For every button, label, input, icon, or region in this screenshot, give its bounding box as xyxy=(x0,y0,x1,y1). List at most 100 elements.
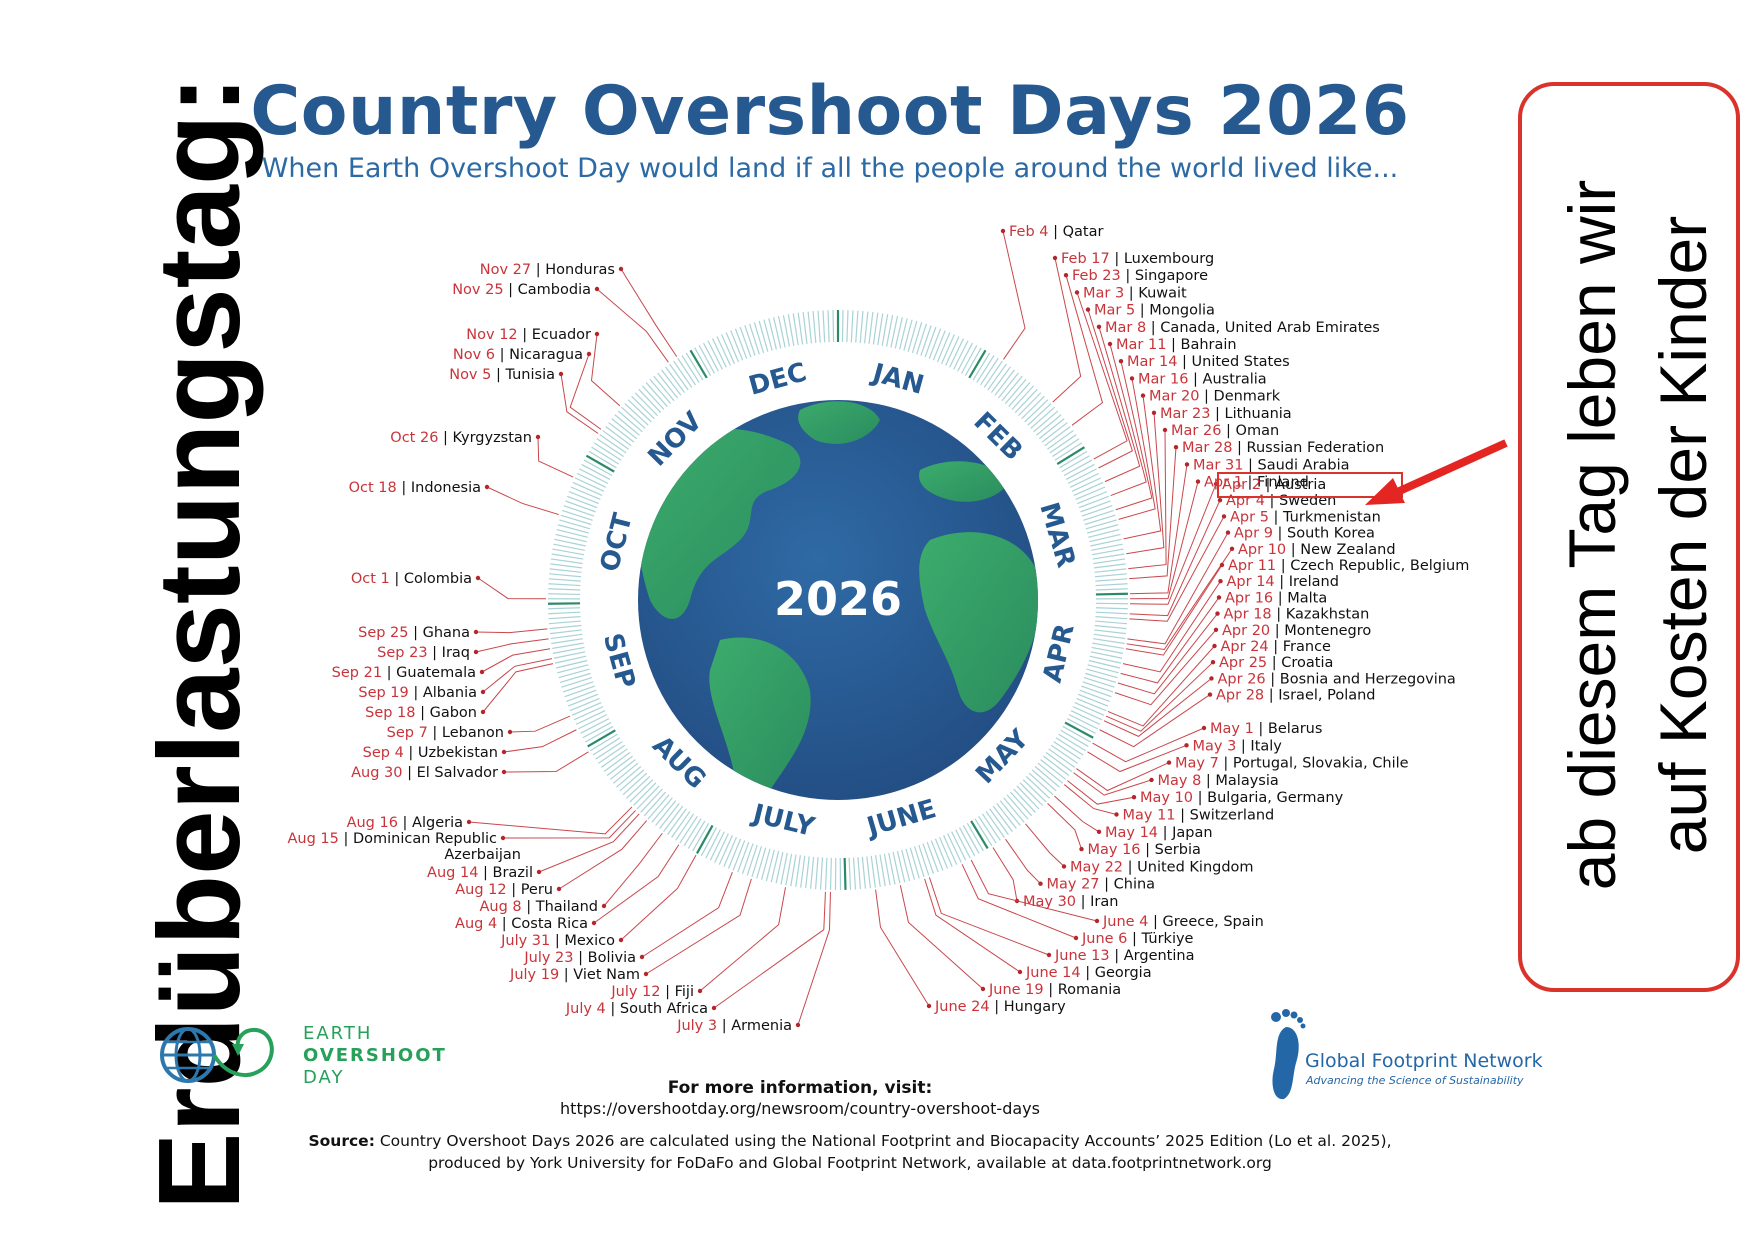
leader-dot-r19 xyxy=(1229,546,1235,551)
day-tick xyxy=(938,836,953,867)
day-tick xyxy=(570,486,601,501)
leader-dot-r5 xyxy=(1096,324,1102,329)
leader-dot-l23 xyxy=(618,937,624,943)
day-tick xyxy=(1092,638,1125,645)
day-tick xyxy=(996,803,1017,829)
day-tick xyxy=(817,310,821,343)
day-tick xyxy=(758,320,769,352)
day-tick xyxy=(916,323,927,355)
leader-l28 xyxy=(797,891,831,1026)
day-tick xyxy=(812,311,817,344)
country: | Bulgaria, Germany xyxy=(1193,790,1344,806)
right-label-34: May 11 | Switzerland xyxy=(1123,808,1275,824)
footer-url[interactable]: https://overshootday.org/newsroom/countr… xyxy=(560,1099,1040,1118)
date: Apr 14 xyxy=(1227,574,1275,590)
day-tick xyxy=(857,857,862,890)
day-tick xyxy=(689,349,708,379)
country: | Uzbekistan xyxy=(404,745,498,761)
day-tick xyxy=(687,820,706,849)
day-tick xyxy=(560,514,592,526)
leader-l27 xyxy=(713,891,826,1009)
day-tick xyxy=(885,315,894,347)
day-tick xyxy=(1061,455,1090,473)
day-tick xyxy=(627,399,652,423)
right-label-19: Apr 10 | New Zealand xyxy=(1238,542,1396,558)
date: July 3 xyxy=(676,1018,717,1034)
day-tick xyxy=(556,528,588,538)
day-tick xyxy=(1071,477,1102,492)
leader-dot-r37 xyxy=(1061,864,1067,869)
country: | Czech Republic, Belgium xyxy=(1276,558,1469,574)
day-tick xyxy=(966,822,984,852)
date: Mar 20 xyxy=(1149,389,1199,405)
leader-l25 xyxy=(645,878,752,975)
leader-r1 xyxy=(1052,257,1082,403)
country: | Peru xyxy=(507,882,553,898)
leader-r31 xyxy=(1076,762,1170,792)
day-tick xyxy=(647,794,670,820)
right-label-29: May 1 | Belarus xyxy=(1210,721,1322,737)
leader-r21 xyxy=(1122,580,1221,673)
leader-r33 xyxy=(1067,780,1135,805)
leader-dot-r33 xyxy=(1131,795,1137,800)
day-tick xyxy=(1049,434,1077,454)
date: Mar 31 xyxy=(1193,457,1243,473)
day-tick xyxy=(707,340,723,370)
date: Mar 26 xyxy=(1171,423,1221,439)
day-tick xyxy=(737,841,750,873)
day-tick xyxy=(994,369,1015,396)
date: Aug 8 xyxy=(479,899,521,915)
day-tick xyxy=(548,578,581,582)
country: Azerbaijan xyxy=(444,847,521,863)
day-tick xyxy=(714,833,729,863)
day-tick xyxy=(1095,583,1128,587)
leader-r15 xyxy=(1129,483,1217,605)
leader-r37 xyxy=(1025,823,1065,867)
date: May 11 xyxy=(1123,808,1176,824)
country: | Belarus xyxy=(1254,721,1323,737)
leader-r36 xyxy=(1047,802,1082,850)
date: Aug 14 xyxy=(427,865,478,881)
leader-dot-l20 xyxy=(556,886,562,892)
leader-r34 xyxy=(1063,784,1117,815)
day-tick xyxy=(959,827,976,857)
day-tick xyxy=(790,854,797,887)
leader-r45 xyxy=(875,889,930,1007)
day-tick xyxy=(641,385,665,410)
right-label-3: Mar 3 | Kuwait xyxy=(1083,285,1187,301)
leader-dot-r6 xyxy=(1107,341,1113,347)
day-tick xyxy=(626,776,651,799)
day-tick xyxy=(1091,548,1124,556)
day-tick xyxy=(879,854,886,887)
right-label-25: Apr 24 | France xyxy=(1221,639,1332,655)
country: | South Africa xyxy=(606,1001,708,1017)
date: May 3 xyxy=(1193,738,1237,754)
day-tick xyxy=(588,450,617,469)
day-tick xyxy=(624,403,649,426)
day-tick xyxy=(739,326,752,358)
leader-dot-r20 xyxy=(1219,562,1225,568)
day-tick xyxy=(679,815,698,844)
country: | Turkmenistan xyxy=(1269,509,1381,525)
day-tick xyxy=(1092,553,1125,560)
leader-r6 xyxy=(1109,343,1147,497)
day-tick xyxy=(1087,664,1119,674)
date: Sep 21 xyxy=(332,665,382,681)
day-tick xyxy=(894,317,903,349)
leader-r28 xyxy=(1099,694,1211,748)
country: | Argentina xyxy=(1110,948,1195,964)
left-label-7: Oct 1 | Colombia xyxy=(351,571,472,587)
leader-r12 xyxy=(1129,447,1177,580)
date: Apr 4 xyxy=(1226,493,1265,509)
leader-r11 xyxy=(1128,429,1167,570)
day-tick xyxy=(580,718,610,734)
day-tick xyxy=(553,651,586,659)
country: | South Korea xyxy=(1273,526,1375,542)
day-tick xyxy=(1095,592,1128,596)
day-tick xyxy=(709,831,725,861)
day-tick xyxy=(574,477,605,492)
day-tick xyxy=(673,360,693,388)
day-tick xyxy=(782,315,791,347)
date: Oct 1 xyxy=(351,571,390,587)
day-tick xyxy=(576,472,607,488)
